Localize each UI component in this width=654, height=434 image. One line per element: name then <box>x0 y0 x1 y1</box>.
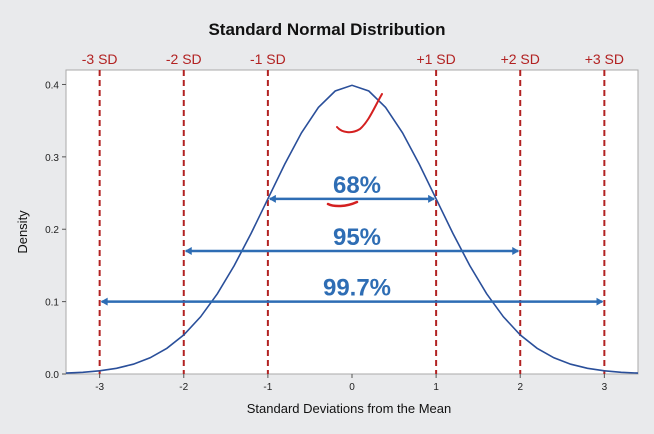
x-tick-label: 2 <box>517 382 523 393</box>
y-axis-ticks: 0.0 0.1 0.2 0.3 0.4 <box>45 80 66 381</box>
chart-title: Standard Normal Distribution <box>208 20 445 39</box>
range-label: 99.7% <box>323 275 391 302</box>
sd-label: +1 SD <box>416 51 455 67</box>
range-label: 95% <box>333 224 381 251</box>
y-tick-label: 0.3 <box>45 153 59 164</box>
sd-label: -3 SD <box>82 51 118 67</box>
y-tick-label: 0.1 <box>45 298 59 309</box>
x-tick-label: 1 <box>433 382 439 393</box>
sd-label: -1 SD <box>250 51 286 67</box>
x-tick-label: 3 <box>602 382 608 393</box>
sd-label: +2 SD <box>501 51 540 67</box>
x-axis-label: Standard Deviations from the Mean <box>247 401 452 416</box>
x-tick-label: -1 <box>263 382 272 393</box>
x-axis-ticks: -3 -2 -1 0 1 2 3 <box>95 374 608 393</box>
x-tick-label: -3 <box>95 382 104 393</box>
plot-area <box>65 69 639 375</box>
y-tick-label: 0.0 <box>45 370 59 381</box>
y-axis-label: Density <box>15 210 30 254</box>
y-tick-label: 0.2 <box>45 225 59 236</box>
sd-lines <box>98 70 606 374</box>
sd-label: +3 SD <box>585 51 624 67</box>
check-mark-annotation <box>336 93 383 134</box>
range-arrows: 68% 95% 99.7% <box>100 172 604 306</box>
density-curve-group <box>65 84 639 374</box>
x-tick-label: 0 <box>349 382 355 393</box>
handwritten-annotations <box>326 93 383 208</box>
sd-label: -2 SD <box>166 51 202 67</box>
sd-labels: -3 SD -2 SD -1 SD +1 SD +2 SD +3 SD <box>82 51 624 67</box>
x-tick-label: -2 <box>179 382 188 393</box>
range-label: 68% <box>333 172 381 199</box>
y-tick-label: 0.4 <box>45 80 59 91</box>
density-curve <box>65 84 639 374</box>
underline-annotation <box>326 200 359 208</box>
